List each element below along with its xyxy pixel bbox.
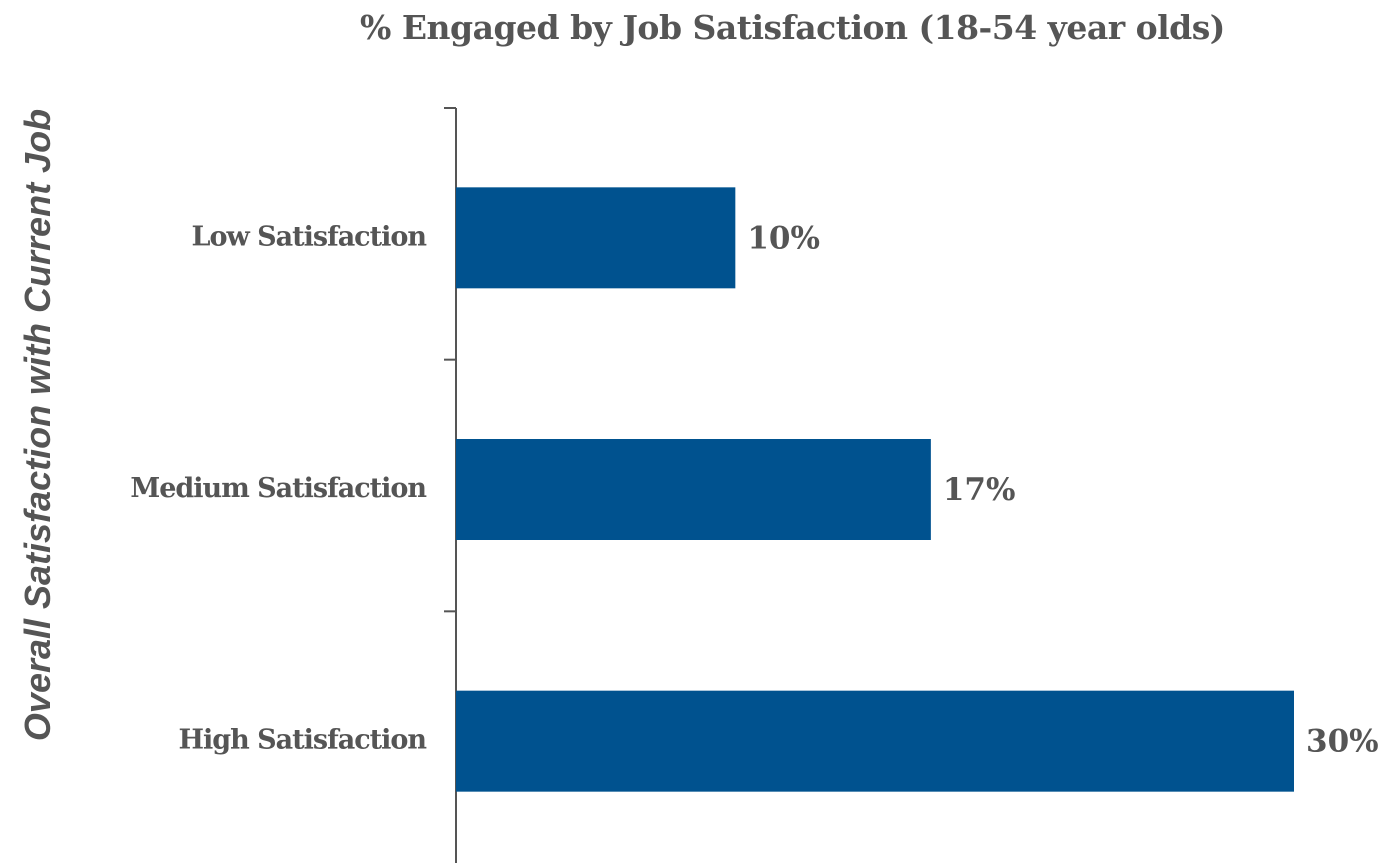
data-label: 30%: [1306, 724, 1379, 760]
category-label: Low Satisfaction: [192, 221, 428, 252]
data-label: 17%: [943, 472, 1016, 508]
category-label: High Satisfaction: [178, 725, 427, 756]
bar: [456, 690, 1294, 792]
bar: [456, 439, 931, 540]
bar: [456, 187, 736, 289]
category-label: Medium Satisfaction: [130, 473, 427, 504]
chart-title: % Engaged by Job Satisfaction (18-54 yea…: [360, 8, 1225, 47]
data-label: 10%: [747, 220, 820, 256]
